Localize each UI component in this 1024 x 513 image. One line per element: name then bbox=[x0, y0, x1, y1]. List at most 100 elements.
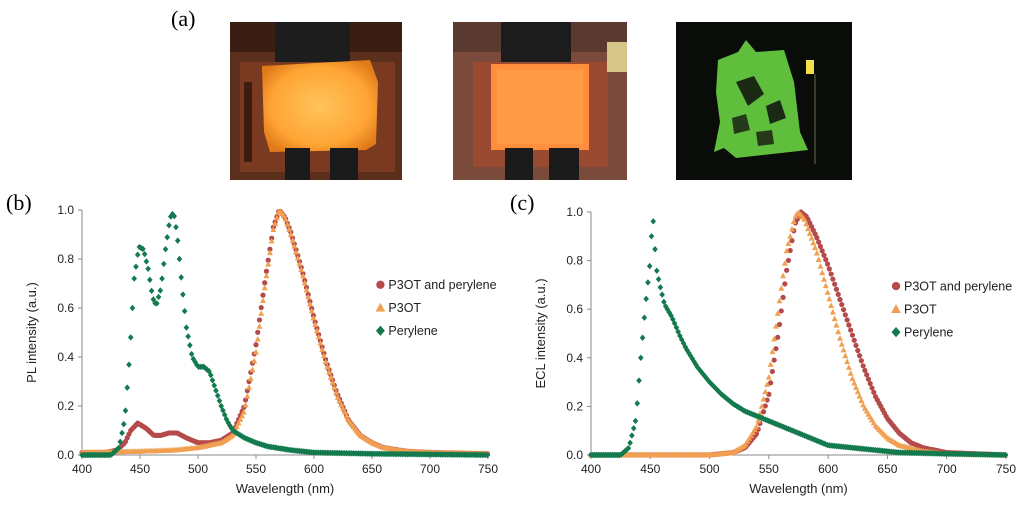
data-point bbox=[659, 291, 665, 298]
data-point bbox=[308, 307, 315, 314]
data-point bbox=[329, 379, 336, 385]
data-point bbox=[652, 246, 658, 253]
y-tick-label: 0.6 bbox=[57, 301, 74, 315]
data-point bbox=[242, 401, 249, 408]
data-point bbox=[832, 281, 838, 287]
data-point bbox=[646, 262, 653, 270]
x-tick-label: 500 bbox=[188, 462, 208, 476]
data-point bbox=[634, 400, 641, 407]
data-point bbox=[260, 292, 266, 298]
data-point bbox=[819, 248, 825, 254]
data-point bbox=[326, 368, 333, 375]
data-point bbox=[263, 272, 270, 279]
data-point bbox=[858, 397, 865, 403]
data-point bbox=[714, 386, 721, 394]
data-point bbox=[856, 353, 863, 359]
data-point bbox=[768, 380, 774, 386]
data-point bbox=[828, 271, 834, 277]
x-tick-label: 600 bbox=[818, 462, 838, 476]
data-point bbox=[209, 377, 216, 384]
data-point bbox=[814, 235, 820, 241]
data-point bbox=[258, 310, 265, 316]
y-tick-label: 1.0 bbox=[566, 205, 583, 219]
data-point bbox=[771, 335, 778, 342]
data-point bbox=[249, 366, 256, 373]
data-point bbox=[303, 286, 310, 293]
x-tick-label: 750 bbox=[478, 462, 498, 476]
data-point bbox=[826, 266, 832, 272]
data-point bbox=[853, 384, 860, 390]
data-point bbox=[287, 231, 294, 237]
data-point bbox=[265, 261, 272, 267]
data-point bbox=[630, 425, 637, 432]
data-point bbox=[211, 382, 218, 389]
y-tick-label: 0.4 bbox=[566, 351, 583, 365]
data-point bbox=[828, 302, 835, 308]
data-point bbox=[218, 402, 224, 410]
data-point bbox=[648, 233, 655, 240]
data-point bbox=[833, 322, 840, 328]
y-axis-label: ECL intensity (a.u.) bbox=[533, 278, 548, 388]
data-point bbox=[785, 240, 792, 246]
data-point bbox=[206, 368, 212, 375]
data-point bbox=[148, 287, 155, 295]
data-point bbox=[178, 274, 184, 281]
data-point bbox=[164, 234, 171, 241]
data-point bbox=[677, 332, 683, 340]
data-point bbox=[162, 246, 169, 253]
data-point bbox=[246, 384, 253, 390]
data-point bbox=[820, 276, 827, 282]
data-point bbox=[272, 220, 279, 227]
data-point bbox=[259, 297, 266, 304]
data-point bbox=[789, 238, 795, 244]
data-point bbox=[298, 266, 305, 273]
data-point bbox=[166, 222, 172, 229]
data-point bbox=[844, 317, 850, 323]
data-point bbox=[173, 223, 179, 231]
legend-marker-large bbox=[375, 325, 385, 336]
device-photo-p3ot-perylene bbox=[230, 22, 402, 180]
x-axis-label: Wavelength (nm) bbox=[749, 481, 848, 496]
data-point bbox=[133, 263, 139, 270]
data-point bbox=[263, 268, 270, 274]
data-point bbox=[239, 412, 246, 419]
data-point bbox=[117, 438, 124, 445]
data-point bbox=[315, 333, 322, 340]
y-tick-label: 0.6 bbox=[566, 302, 583, 316]
x-tick-label: 700 bbox=[937, 462, 957, 476]
data-point bbox=[127, 334, 134, 341]
data-point bbox=[682, 343, 689, 351]
data-point bbox=[778, 285, 785, 291]
data-point bbox=[131, 275, 137, 282]
data-point bbox=[823, 257, 829, 263]
data-point bbox=[860, 363, 866, 369]
data-point bbox=[623, 446, 630, 453]
data-point bbox=[686, 349, 692, 357]
data-point bbox=[159, 275, 165, 282]
data-point bbox=[294, 254, 301, 261]
data-point bbox=[247, 375, 254, 381]
data-point bbox=[253, 342, 259, 348]
y-tick-label: 0.8 bbox=[566, 254, 583, 268]
data-point bbox=[849, 375, 856, 382]
data-point bbox=[618, 451, 625, 458]
data-point bbox=[256, 317, 263, 323]
data-point bbox=[826, 295, 833, 302]
data-point bbox=[838, 340, 845, 347]
data-point bbox=[710, 383, 717, 390]
data-point bbox=[319, 346, 326, 352]
data-point bbox=[851, 379, 858, 386]
panel-label-c: (c) bbox=[510, 190, 535, 215]
data-point bbox=[643, 295, 649, 303]
data-point bbox=[840, 307, 847, 313]
data-point bbox=[767, 361, 774, 367]
x-tick-label: 450 bbox=[640, 462, 660, 476]
legend-label: P3OT and perylene bbox=[904, 280, 1012, 294]
data-point bbox=[306, 300, 313, 307]
data-point bbox=[804, 225, 811, 232]
data-point bbox=[235, 419, 242, 426]
data-point bbox=[753, 423, 760, 430]
legend-label: P3OT bbox=[388, 301, 421, 315]
data-point bbox=[286, 226, 293, 232]
legend-marker-large bbox=[891, 326, 901, 338]
